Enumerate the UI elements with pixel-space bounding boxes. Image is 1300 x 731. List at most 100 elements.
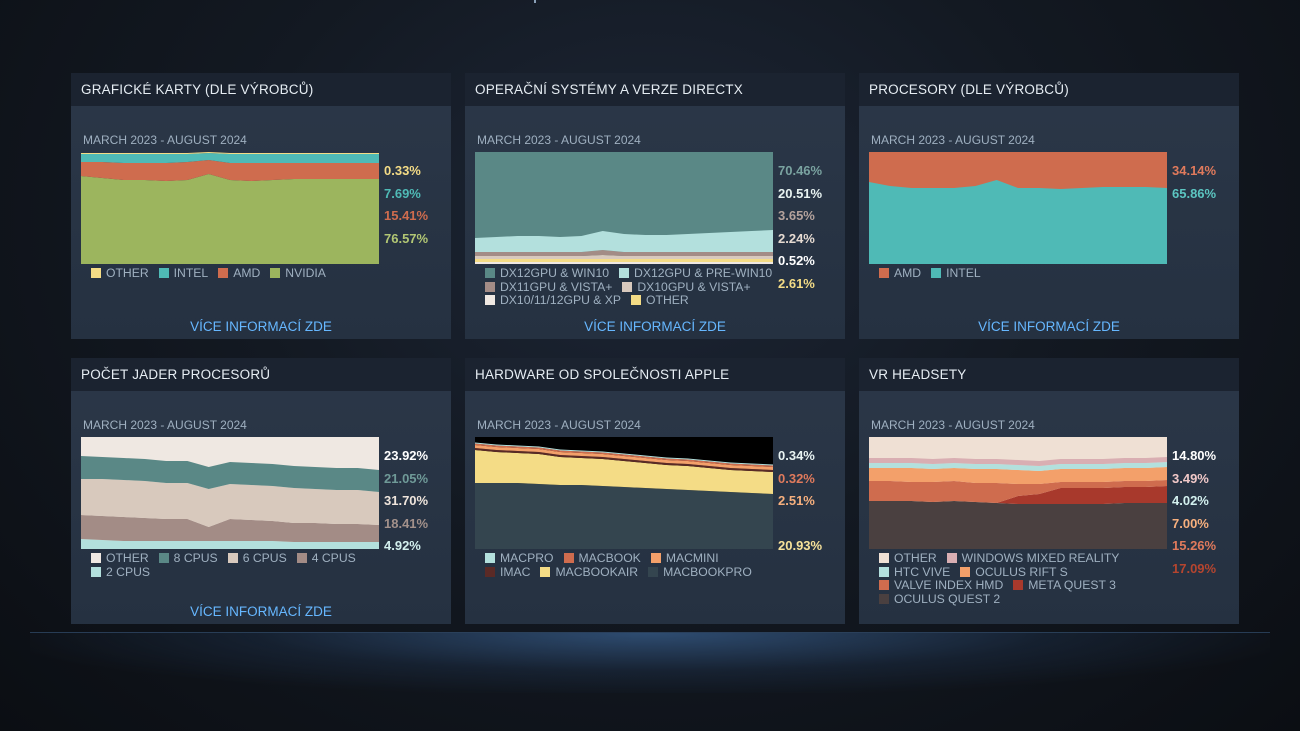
more-info-link[interactable]: VÍCE INFORMACÍ ZDE <box>584 319 726 334</box>
legend-item: DX10/11/12GPU & XP <box>485 293 622 308</box>
percent-value: 15.26% <box>1172 538 1217 553</box>
legend-swatch <box>485 553 495 563</box>
chart-area[interactable] <box>81 152 379 264</box>
legend-swatch <box>485 566 495 577</box>
legend-item: DX12GPU & PRE-WIN10 <box>619 266 772 281</box>
percent-value: 76.57% <box>384 230 429 246</box>
legend-label: DX10/11/12GPU & XP <box>500 293 622 307</box>
area-layer-2 <box>81 153 379 163</box>
percent-value: 23.92% <box>384 448 429 463</box>
panel-title: GRAFICKÉ KARTY (DLE VÝROBCŮ) <box>71 73 451 106</box>
area-layer-0 <box>869 180 1167 264</box>
legend-item: 8 CPUS <box>158 551 218 566</box>
chart-area[interactable] <box>475 437 773 549</box>
chart-legend: MACPRO MACBOOK MACMINI IMAC MACBOOKAIR MACBOO… <box>485 551 785 580</box>
legend-swatch <box>270 268 281 278</box>
percent-list: 14.80% 3.49% 4.02% 7.00% 15.26% 17.09% <box>1172 448 1216 606</box>
area-layer-3 <box>475 445 773 470</box>
legend-item: OCULUS QUEST 2 <box>879 592 1000 607</box>
legend-item: MACBOOKAIR <box>540 565 638 580</box>
percent-list: 70.46% 20.51% 3.65% 2.24% 0.52% 2.61% <box>778 163 822 298</box>
legend-label: 2 CPUS <box>106 564 151 579</box>
percent-value: 15.41% <box>384 208 429 223</box>
percent-value: 2.61% <box>778 275 815 291</box>
area-layer-1 <box>475 450 773 494</box>
area-layer-2 <box>475 448 773 472</box>
area-layer-1 <box>869 486 1167 504</box>
percent-value: 34.14% <box>1172 163 1217 178</box>
percent-value: 0.34% <box>778 448 815 463</box>
more-info-link[interactable]: VÍCE INFORMACÍ ZDE <box>978 319 1120 334</box>
legend-item: VALVE INDEX HMD <box>879 578 1004 593</box>
legend-label: OTHER <box>646 293 689 307</box>
area-layer-4 <box>869 462 1167 471</box>
legend-label: INTEL <box>173 266 209 280</box>
area-layer-3 <box>81 152 379 154</box>
stacked-area-chart <box>81 152 379 264</box>
chart-area[interactable] <box>475 152 773 264</box>
percent-value: 0.32% <box>778 470 815 486</box>
legend-label: MACBOOK <box>578 551 641 565</box>
legend-swatch <box>158 553 169 563</box>
area-layer-0 <box>475 262 773 264</box>
legend-label: OCULUS RIFT S <box>975 564 1068 579</box>
legend-label: MACMINI <box>665 551 719 565</box>
area-layer-4 <box>475 230 773 252</box>
area-layer-3 <box>81 456 379 492</box>
legend-item: OCULUS RIFT S <box>960 564 1068 580</box>
stats-panel: PROCESORY (DLE VÝROBCŮ) MARCH 2023 - AUGU… <box>859 73 1239 339</box>
stacked-area-chart <box>475 437 773 549</box>
legend-label: DX11GPU & VISTA+ <box>500 279 613 294</box>
legend-label: VALVE INDEX HMD <box>894 578 1004 592</box>
legend-label: DX10GPU & VISTA+ <box>637 279 751 294</box>
chart-legend: DX12GPU & WIN10 DX12GPU & PRE-WIN10 DX11GP… <box>485 266 785 308</box>
legend-item: 4 CPUS <box>296 551 356 566</box>
legend-label: 6 CPUS <box>242 551 287 565</box>
legend-item: MACBOOKPRO <box>648 565 752 580</box>
legend-item: INTEL <box>158 266 209 281</box>
percent-value: 2.51% <box>778 493 815 508</box>
legend-swatch <box>563 553 574 563</box>
percent-value: 7.00% <box>1172 515 1209 531</box>
legend-swatch <box>227 553 238 563</box>
percent-list: 23.92% 21.05% 31.70% 18.41% 4.92% <box>384 448 428 561</box>
legend-swatch <box>485 295 495 305</box>
legend-swatch <box>540 566 551 577</box>
percent-value: 65.86% <box>1172 185 1217 201</box>
legend-label: DX12GPU & WIN10 <box>500 266 610 280</box>
chart-area[interactable] <box>869 152 1167 264</box>
date-range-label: MARCH 2023 - AUGUST 2024 <box>871 418 1035 432</box>
chart-area[interactable] <box>869 437 1167 549</box>
area-layer-5 <box>869 457 1167 466</box>
legend-label: MACPRO <box>500 551 554 565</box>
date-range-label: MARCH 2023 - AUGUST 2024 <box>871 133 1035 147</box>
stats-panel: GRAFICKÉ KARTY (DLE VÝROBCŮ) MARCH 2023 -… <box>71 73 451 339</box>
legend-item: MACMINI <box>650 551 719 566</box>
legend-swatch <box>879 566 889 577</box>
panel-title: OPERAČNÍ SYSTÉMY A VERZE DIRECTX <box>465 73 845 106</box>
legend-swatch <box>931 268 942 278</box>
percent-value: 0.52% <box>778 253 815 268</box>
area-layer-2 <box>869 480 1167 503</box>
percent-value: 21.05% <box>384 470 429 486</box>
legend-swatch <box>296 553 307 563</box>
chart-area[interactable] <box>81 437 379 549</box>
legend-swatch <box>218 268 229 278</box>
panel-title: POČET JADER PROCESORŮ <box>71 358 451 391</box>
more-info-link[interactable]: VÍCE INFORMACÍ ZDE <box>190 604 332 619</box>
date-range-label: MARCH 2023 - AUGUST 2024 <box>83 418 247 432</box>
legend-item: MACPRO <box>485 551 554 566</box>
legend-swatch <box>879 580 889 590</box>
legend-item: META QUEST 3 <box>1013 578 1116 593</box>
legend-item: 2 CPUS <box>91 564 151 580</box>
date-range-label: MARCH 2023 - AUGUST 2024 <box>477 418 641 432</box>
legend-label: OTHER <box>106 266 149 280</box>
legend-label: OTHER <box>894 551 937 565</box>
more-info-link[interactable]: VÍCE INFORMACÍ ZDE <box>190 319 332 334</box>
top-divider-mark <box>534 0 536 3</box>
percent-value: 4.92% <box>384 538 421 553</box>
percent-value: 3.65% <box>778 208 815 223</box>
panel-title: HARDWARE OD SPOLEČNOSTI APPLE <box>465 358 845 391</box>
area-layer-2 <box>81 479 379 527</box>
percent-value: 3.49% <box>1172 470 1209 486</box>
